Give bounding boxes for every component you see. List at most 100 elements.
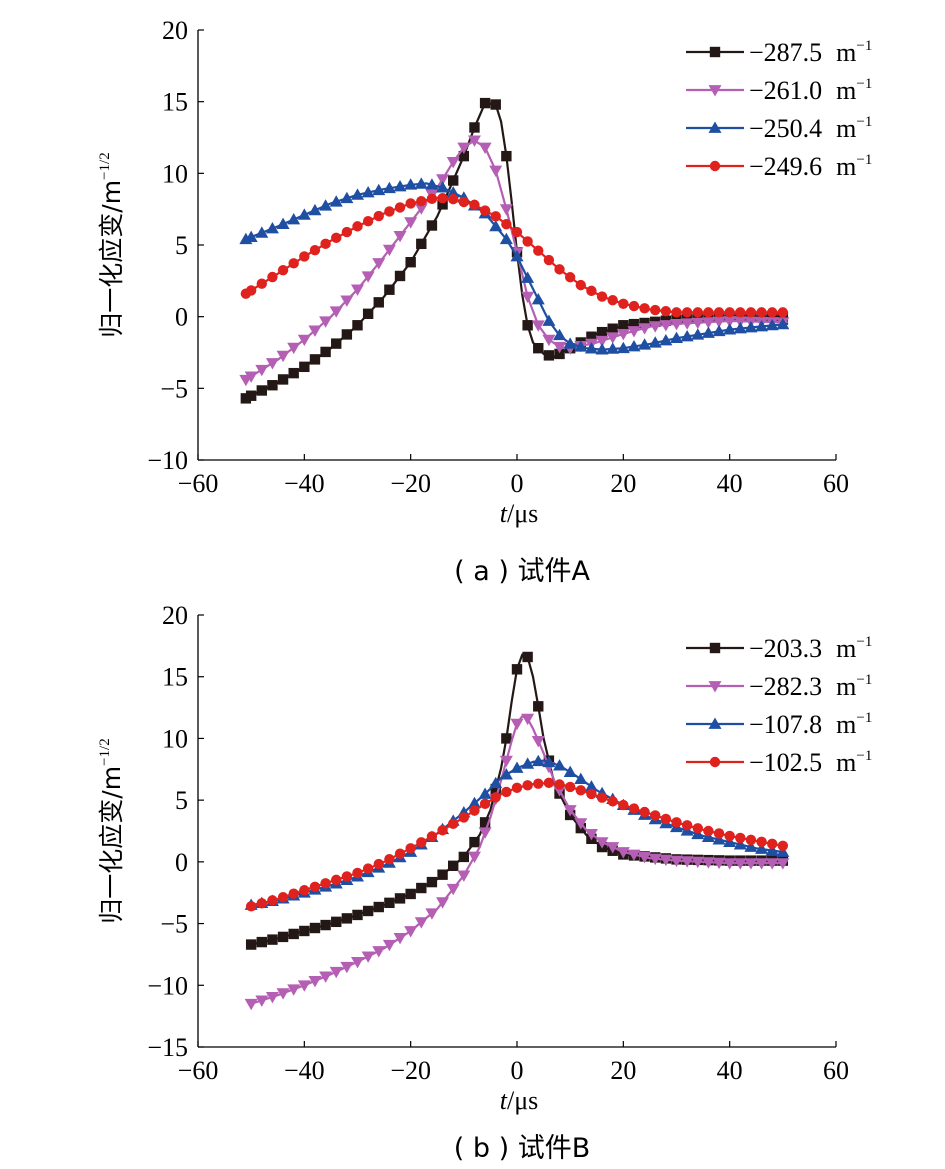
data-point — [426, 220, 438, 231]
legend-item: −250.4 m−1 — [686, 114, 872, 143]
data-point — [776, 317, 790, 330]
legend: −203.3 m−1−282.3 m−1−107.8 m−1−102.5 m−1 — [686, 634, 872, 777]
x-tick-label: −20 — [390, 469, 431, 498]
data-point — [553, 328, 567, 341]
data-point — [584, 780, 598, 792]
x-tick-label: 20 — [610, 1056, 636, 1085]
data-point — [256, 385, 267, 396]
data-point — [448, 175, 459, 186]
data-point — [341, 871, 353, 882]
legend-unit: m — [836, 634, 856, 663]
legend-marker — [709, 642, 721, 654]
data-point — [267, 934, 278, 945]
data-point — [331, 916, 342, 928]
data-point — [703, 825, 714, 837]
legend-series-name: −203.3 — [749, 634, 822, 663]
data-point — [499, 768, 513, 780]
data-point — [393, 180, 407, 192]
data-point — [394, 848, 406, 859]
x-tick-label: 0 — [511, 1056, 524, 1085]
data-point — [299, 885, 310, 896]
data-point — [479, 817, 491, 828]
data-point — [352, 221, 363, 232]
data-point — [616, 847, 630, 859]
series-line — [245, 139, 789, 381]
series-1 — [244, 713, 790, 1011]
data-point — [414, 203, 428, 215]
data-point — [267, 895, 278, 906]
data-point — [501, 786, 512, 798]
data-point — [405, 843, 416, 854]
data-point — [650, 810, 661, 821]
data-point — [320, 878, 331, 889]
legend-label: −102.5 m−1 — [749, 748, 872, 777]
data-point — [575, 785, 586, 796]
data-point — [265, 358, 279, 370]
data-point — [446, 883, 460, 896]
data-point — [701, 317, 715, 329]
y-axis-label-superscript: −1/2 — [97, 738, 113, 766]
data-point — [639, 303, 650, 314]
data-point — [606, 332, 620, 344]
data-point — [352, 867, 363, 879]
data-point — [277, 374, 289, 385]
data-point — [405, 888, 416, 900]
data-point — [489, 219, 503, 232]
legend-item: −249.6 m−1 — [686, 152, 872, 181]
data-point — [606, 342, 620, 354]
data-point — [416, 837, 427, 848]
data-point — [288, 888, 299, 899]
data-point — [777, 307, 789, 318]
data-point — [372, 946, 386, 958]
data-point — [542, 334, 556, 347]
data-point — [744, 320, 758, 333]
data-point — [320, 346, 331, 358]
y-tick-label: 5 — [175, 786, 188, 815]
data-point — [755, 858, 769, 870]
data-point — [650, 304, 661, 316]
data-point — [510, 249, 524, 262]
data-point — [627, 339, 641, 352]
data-point — [373, 858, 384, 870]
data-point — [639, 806, 650, 818]
data-point — [469, 836, 480, 848]
data-point — [340, 191, 354, 204]
legend-unit: m — [836, 114, 856, 143]
series-3 — [240, 192, 789, 318]
data-point — [554, 779, 565, 790]
y-tick-label: 0 — [175, 848, 188, 877]
data-point — [362, 905, 374, 917]
data-point — [533, 701, 544, 712]
data-point — [564, 781, 576, 793]
data-point — [671, 817, 682, 828]
series-line — [250, 653, 783, 946]
x-axis-label: t/μs — [500, 1086, 539, 1115]
data-point — [564, 272, 576, 283]
data-point — [607, 294, 618, 306]
legend-label: −107.8 m−1 — [749, 710, 872, 739]
data-point — [713, 828, 725, 839]
data-point — [670, 855, 683, 868]
data-point — [596, 792, 608, 803]
data-point — [724, 307, 735, 318]
data-point — [394, 270, 406, 282]
data-point — [596, 326, 608, 338]
data-point — [543, 254, 555, 266]
legend-unit-superscript: −1 — [856, 672, 872, 688]
legend-marker — [708, 717, 722, 729]
data-point — [448, 193, 459, 205]
data-point — [244, 371, 258, 383]
data-point — [404, 178, 418, 190]
data-point — [309, 244, 321, 256]
x-tick-label: −40 — [284, 1056, 325, 1085]
data-point — [245, 901, 257, 912]
data-point — [276, 217, 290, 229]
data-point — [469, 805, 480, 816]
data-point — [458, 812, 470, 823]
data-point — [724, 830, 735, 842]
data-point — [490, 792, 501, 803]
data-point — [478, 787, 492, 799]
data-point — [384, 853, 395, 865]
chart-caption: ( a ) 试件A — [454, 556, 590, 587]
data-point — [670, 318, 683, 331]
